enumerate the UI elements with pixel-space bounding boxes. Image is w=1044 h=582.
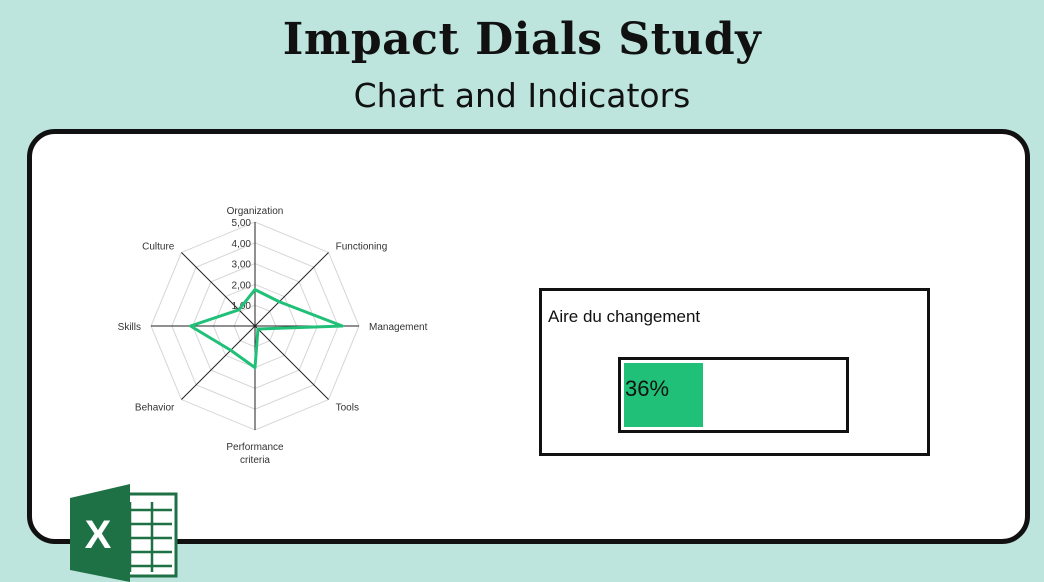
radar-axes: [151, 222, 359, 430]
radar-axis-label: Functioning: [336, 241, 388, 252]
radar-axis-label-line: Performance: [226, 442, 284, 453]
radar-spoke: [181, 252, 256, 327]
radar-axis-label: Organization: [227, 206, 284, 217]
excel-letter: X: [85, 513, 112, 557]
radar-point: [237, 308, 241, 312]
radar-tick-label: 2,00: [232, 280, 252, 291]
radar-tick-label: 3,00: [232, 260, 252, 271]
radar-axis-label: Tools: [336, 403, 359, 414]
radar-axis-label: Skills: [118, 322, 141, 333]
radar-chart: 1,002,003,004,005,00 OrganizationFunctio…: [118, 206, 428, 466]
radar-spoke: [181, 325, 256, 400]
radar-axis-label: Behavior: [135, 403, 175, 414]
radar-point: [229, 349, 232, 352]
radar-point: [341, 324, 344, 328]
progress-fill: [624, 363, 703, 427]
radar-point: [256, 327, 260, 331]
radar-axis-labels: Organization Functioning Management Tools Pe…: [118, 206, 428, 466]
radar-point: [253, 288, 257, 291]
radar-point: [278, 300, 281, 303]
excel-icon: X: [70, 484, 178, 582]
progress-bar: 36%: [618, 357, 849, 433]
radar-series-line: [189, 288, 344, 370]
radar-point: [253, 366, 257, 369]
indicator-panel: Aire du changement 36%: [539, 288, 930, 456]
radar-spoke: [254, 325, 329, 400]
radar-point: [189, 324, 192, 328]
radar-tick-label: 4,00: [232, 239, 252, 250]
radar-axis-label: Management: [369, 322, 428, 333]
radar-spoke: [254, 252, 329, 327]
progress-value: 36%: [625, 376, 670, 401]
page-title: Impact Dials Study: [282, 14, 762, 65]
indicator-title: Aire du changement: [548, 307, 701, 326]
radar-series: [189, 288, 344, 370]
page-subtitle: Chart and Indicators: [353, 76, 691, 115]
radar-axis-label: Culture: [142, 241, 175, 252]
radar-axis-label-line: criteria: [240, 455, 270, 466]
radar-axis-label: Performance criteria: [226, 442, 284, 466]
radar-tick-label: 5,00: [232, 218, 252, 229]
